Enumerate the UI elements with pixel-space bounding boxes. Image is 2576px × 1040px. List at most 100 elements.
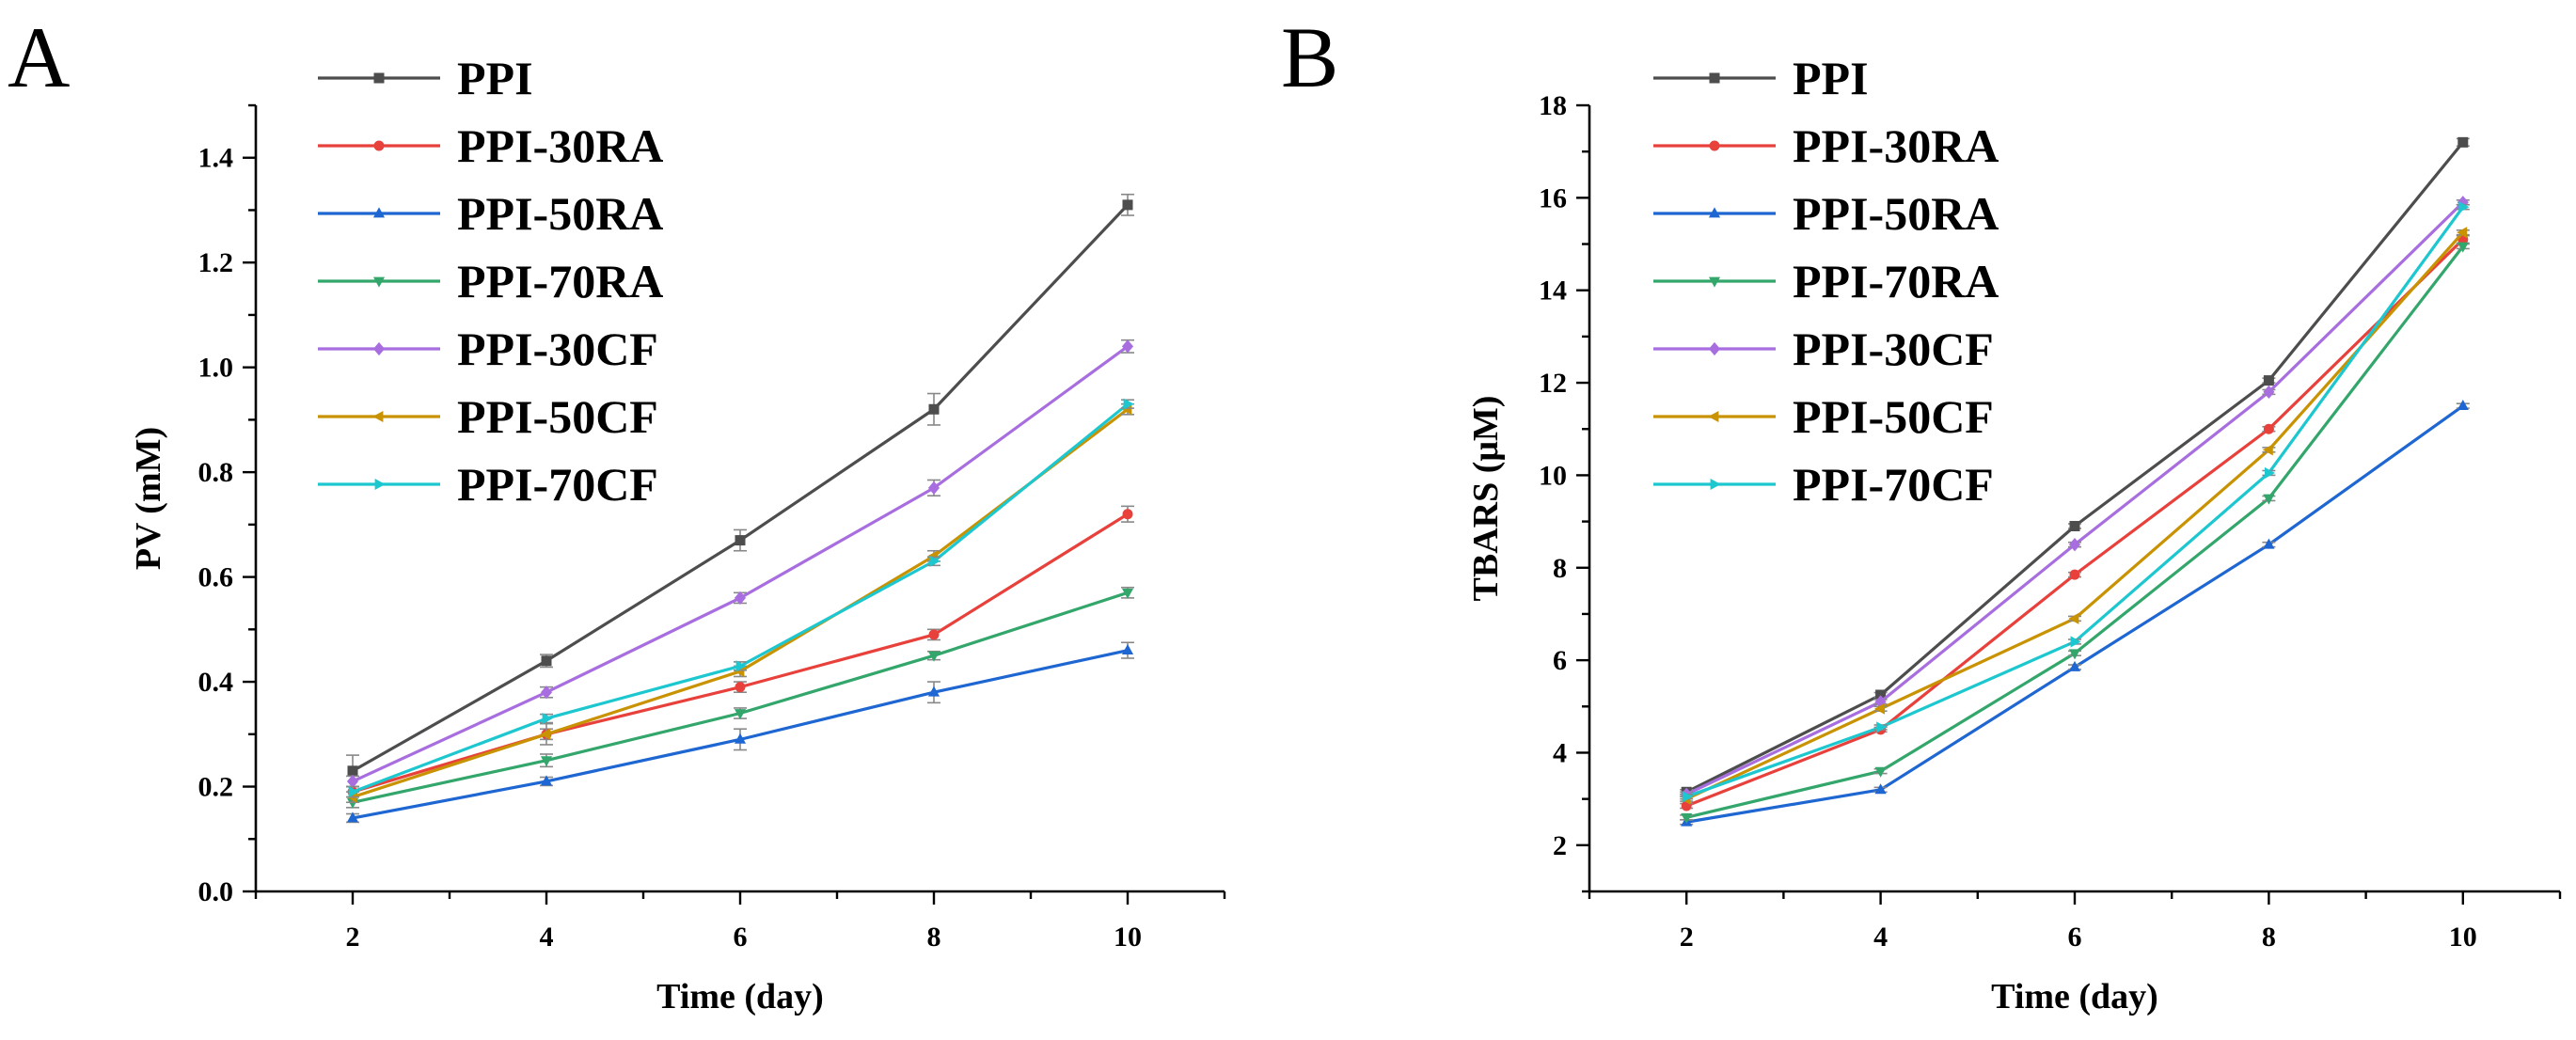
data-point bbox=[2262, 444, 2273, 456]
data-point bbox=[2263, 385, 2275, 400]
data-point bbox=[2068, 612, 2079, 624]
data-point bbox=[734, 733, 747, 744]
series-PPI-70RA bbox=[346, 586, 1134, 809]
legend-label: PPI-50CF bbox=[1793, 390, 1994, 443]
data-point bbox=[2457, 136, 2469, 148]
legend-marker bbox=[372, 276, 386, 288]
x-tick-label: 10 bbox=[2449, 922, 2477, 953]
data-point bbox=[1875, 689, 1887, 701]
legend-item: PPI-70RA bbox=[318, 255, 663, 307]
legend-label: PPI-50CF bbox=[457, 390, 658, 443]
series-PPI-50RA bbox=[1680, 400, 2470, 827]
data-point bbox=[540, 756, 553, 767]
data-point bbox=[1123, 398, 1134, 410]
legend-label: PPI bbox=[1793, 52, 1869, 104]
data-point bbox=[348, 786, 359, 798]
data-point bbox=[735, 682, 746, 693]
y-tick-label: 0.6 bbox=[198, 562, 234, 593]
data-point bbox=[1874, 783, 1887, 795]
x-tick-label: 8 bbox=[927, 922, 941, 953]
data-point bbox=[735, 660, 747, 672]
x-tick-label: 4 bbox=[540, 922, 554, 953]
y-tick-label: 1.4 bbox=[198, 143, 234, 174]
data-point bbox=[2068, 660, 2081, 671]
series-PPI-30CF bbox=[1680, 196, 2470, 801]
legend-marker bbox=[1709, 140, 1720, 151]
data-point bbox=[1121, 644, 1134, 655]
data-point bbox=[927, 481, 940, 496]
y-tick-label: 1.0 bbox=[198, 353, 234, 384]
legend-label: PPI-30RA bbox=[457, 119, 663, 172]
legend-marker bbox=[1710, 478, 1721, 491]
x-tick-label: 6 bbox=[2068, 922, 2082, 953]
data-point bbox=[346, 812, 359, 823]
data-point bbox=[540, 728, 551, 740]
legend-label: PPI-70RA bbox=[457, 255, 663, 307]
y-tick-label: 6 bbox=[1553, 645, 1567, 676]
data-point bbox=[540, 775, 553, 786]
legend-item: PPI bbox=[318, 52, 533, 104]
x-tick-label: 8 bbox=[2262, 922, 2276, 953]
legend-label: PPI-30CF bbox=[1793, 323, 1994, 375]
legend-marker bbox=[373, 140, 385, 151]
legend-item: PPI-30CF bbox=[318, 323, 658, 375]
data-point bbox=[928, 629, 940, 640]
x-axis-title: Time (day) bbox=[656, 977, 824, 1016]
data-point bbox=[540, 685, 553, 700]
y-tick-label: 2 bbox=[1553, 830, 1567, 861]
y-tick-label: 0.2 bbox=[198, 772, 234, 803]
legend-label: PPI-50RA bbox=[457, 187, 663, 240]
legend-item: PPI-50RA bbox=[1653, 187, 1999, 240]
data-point bbox=[347, 765, 358, 777]
data-point bbox=[541, 655, 552, 667]
legend-marker bbox=[1708, 410, 1719, 423]
legend-marker bbox=[1708, 276, 1721, 288]
series-line bbox=[352, 591, 1129, 804]
legend-marker bbox=[373, 72, 385, 84]
series-PPI-50RA bbox=[346, 641, 1134, 824]
panel-label: A bbox=[8, 9, 70, 105]
data-point bbox=[1874, 702, 1885, 715]
y-tick-label: 1.2 bbox=[198, 247, 234, 278]
y-tick-label: 4 bbox=[1553, 737, 1567, 768]
x-tick-label: 4 bbox=[1873, 922, 1888, 953]
data-point bbox=[2068, 538, 2081, 552]
legend-label: PPI-70CF bbox=[457, 458, 658, 511]
y-tick-label: 8 bbox=[1553, 553, 1567, 584]
y-tick-label: 14 bbox=[1539, 276, 1567, 307]
data-point bbox=[928, 403, 940, 415]
y-axis-title: TBARS (μM) bbox=[1466, 396, 1506, 602]
data-point bbox=[734, 591, 747, 606]
data-point bbox=[2457, 227, 2468, 239]
series-PPI bbox=[346, 193, 1134, 788]
data-point bbox=[542, 713, 553, 725]
data-point bbox=[927, 685, 940, 697]
legend-marker bbox=[372, 207, 386, 218]
legend-label: PPI-50RA bbox=[1793, 187, 1999, 240]
data-point bbox=[1121, 339, 1134, 354]
data-point bbox=[2263, 423, 2274, 434]
y-tick-label: 0.8 bbox=[198, 457, 234, 488]
y-tick-label: 16 bbox=[1539, 182, 1567, 213]
y-axis-title: PV (mM) bbox=[129, 427, 168, 570]
x-tick-label: 6 bbox=[734, 922, 748, 953]
data-point bbox=[1876, 721, 1888, 733]
data-point bbox=[2263, 538, 2275, 549]
x-tick-label: 2 bbox=[346, 922, 360, 953]
y-tick-label: 10 bbox=[1539, 460, 1567, 491]
legend-marker bbox=[1708, 207, 1721, 218]
legend-marker bbox=[1708, 341, 1721, 356]
data-point bbox=[929, 555, 940, 567]
data-point bbox=[735, 535, 746, 546]
legend-label: PPI-30RA bbox=[1793, 119, 1999, 172]
legend-item: PPI-70CF bbox=[1653, 458, 1994, 511]
legend-marker bbox=[372, 341, 386, 356]
legend-label: PPI-30CF bbox=[457, 323, 658, 375]
data-point bbox=[734, 709, 747, 720]
data-point bbox=[1122, 509, 1133, 520]
x-tick-label: 2 bbox=[1680, 922, 1694, 953]
data-point bbox=[1121, 588, 1134, 599]
series-PPI-70CF bbox=[1680, 201, 2470, 803]
series-PPI-70CF bbox=[346, 398, 1134, 798]
